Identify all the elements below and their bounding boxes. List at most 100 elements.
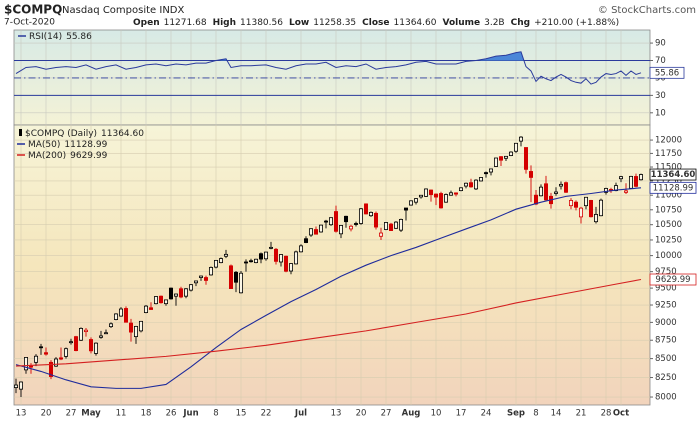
x-tick-label: May: [81, 409, 101, 419]
candle-body: [119, 308, 124, 317]
candle-body: [579, 207, 584, 218]
y-tick-label: 9000: [655, 318, 677, 328]
candle-body: [619, 176, 624, 180]
candle-body: [468, 182, 473, 188]
y-tick-label: 90: [655, 39, 666, 49]
quote-value: 11271.68: [164, 18, 207, 28]
y-tick-label: 9750: [655, 267, 677, 277]
x-tick-label: 21: [576, 409, 587, 419]
candle-body: [554, 191, 559, 194]
candle-body: [13, 384, 18, 388]
candle-body: [393, 221, 398, 229]
x-tick-label: 8: [213, 409, 218, 419]
candle-body: [408, 200, 413, 206]
candle-body: [44, 352, 49, 355]
x-tick-label: Aug: [402, 409, 421, 419]
y-tick-label: 10500: [655, 220, 682, 230]
candle-body: [333, 211, 338, 232]
y-tick-label: 8500: [655, 354, 677, 364]
candle-body: [148, 307, 153, 310]
candle-body: [39, 346, 44, 349]
value-badge: [649, 168, 697, 181]
candle-body: [64, 348, 69, 357]
candle-body: [413, 198, 418, 203]
candle-body: [584, 196, 589, 207]
candle-body: [54, 358, 59, 367]
candle-body: [18, 381, 23, 390]
x-tick-label: 17: [456, 409, 467, 419]
candle-body: [183, 288, 188, 297]
x-tick-label: 14: [551, 409, 562, 419]
legend-swatch: [19, 129, 22, 136]
candle-body: [634, 176, 639, 187]
candle-body: [228, 265, 233, 289]
candle-body: [293, 251, 298, 265]
candle-body: [253, 258, 258, 264]
value-badge: [649, 273, 697, 286]
overbought-fill: [216, 51, 524, 61]
candle-body: [323, 220, 328, 223]
candle-body: [153, 296, 158, 305]
candle-body: [298, 245, 303, 253]
candle-body: [79, 327, 84, 341]
candle-body: [423, 188, 428, 197]
candle-body: [318, 224, 323, 233]
candle-body: [28, 365, 33, 368]
candle-body: [589, 200, 594, 218]
date: 7-Oct-2020: [4, 18, 55, 28]
candle-body: [248, 260, 253, 263]
candle-body: [338, 225, 343, 235]
y-tick-label: 11500: [655, 163, 682, 173]
legend-name: MA(200): [28, 151, 66, 161]
y-tick-label: 30: [655, 91, 666, 101]
legend-name: RSI(14): [29, 32, 62, 42]
candle-body: [529, 171, 534, 178]
candle-body: [368, 211, 373, 217]
legend-entry: RSI(14) 55.86: [29, 32, 92, 42]
candle-body: [178, 288, 183, 298]
candle-body: [458, 187, 463, 192]
candle-body: [59, 357, 64, 360]
y-tick-label: 8750: [655, 336, 677, 346]
candle-body: [519, 136, 524, 142]
y-tick-label: 12000: [655, 136, 682, 146]
candle-body: [163, 299, 168, 305]
candle-body: [69, 341, 74, 344]
x-tick-label: Sep: [507, 409, 525, 419]
x-tick-label: 13: [16, 409, 27, 419]
y-tick-label: 10: [655, 108, 666, 118]
y-tick-label: 10250: [655, 235, 682, 245]
candle-body: [463, 182, 468, 187]
x-tick-label: 8: [533, 409, 538, 419]
candle-body: [273, 248, 278, 262]
quote-label: Open: [133, 18, 160, 28]
candle-body: [539, 186, 544, 197]
candle-body: [313, 229, 318, 235]
candle-body: [443, 194, 448, 203]
candle-body: [488, 168, 493, 173]
candle-body: [124, 308, 129, 323]
candle-body: [84, 329, 89, 333]
candle-body: [478, 177, 483, 182]
candle-body: [283, 255, 288, 272]
candle-body: [208, 267, 213, 276]
candle-body: [188, 284, 193, 291]
candle-body: [114, 313, 119, 320]
candle-body: [358, 208, 363, 224]
x-tick-label: 24: [481, 409, 492, 419]
candle-body: [288, 263, 293, 272]
candle-body: [328, 217, 333, 226]
candle-body: [303, 238, 308, 243]
legend-name: $COMPQ (Daily): [25, 129, 97, 139]
candle-body: [278, 254, 283, 263]
candle-body: [143, 305, 148, 314]
candle-body: [133, 326, 138, 338]
candle-body: [483, 172, 488, 175]
rsi-line: [15, 51, 642, 85]
candle-body: [213, 259, 218, 268]
y-tick-label: 10000: [655, 251, 682, 261]
ma-line: [15, 278, 642, 367]
candle-body: [343, 215, 348, 223]
candle-body: [138, 320, 143, 332]
x-tick-label: Jul: [294, 409, 307, 419]
